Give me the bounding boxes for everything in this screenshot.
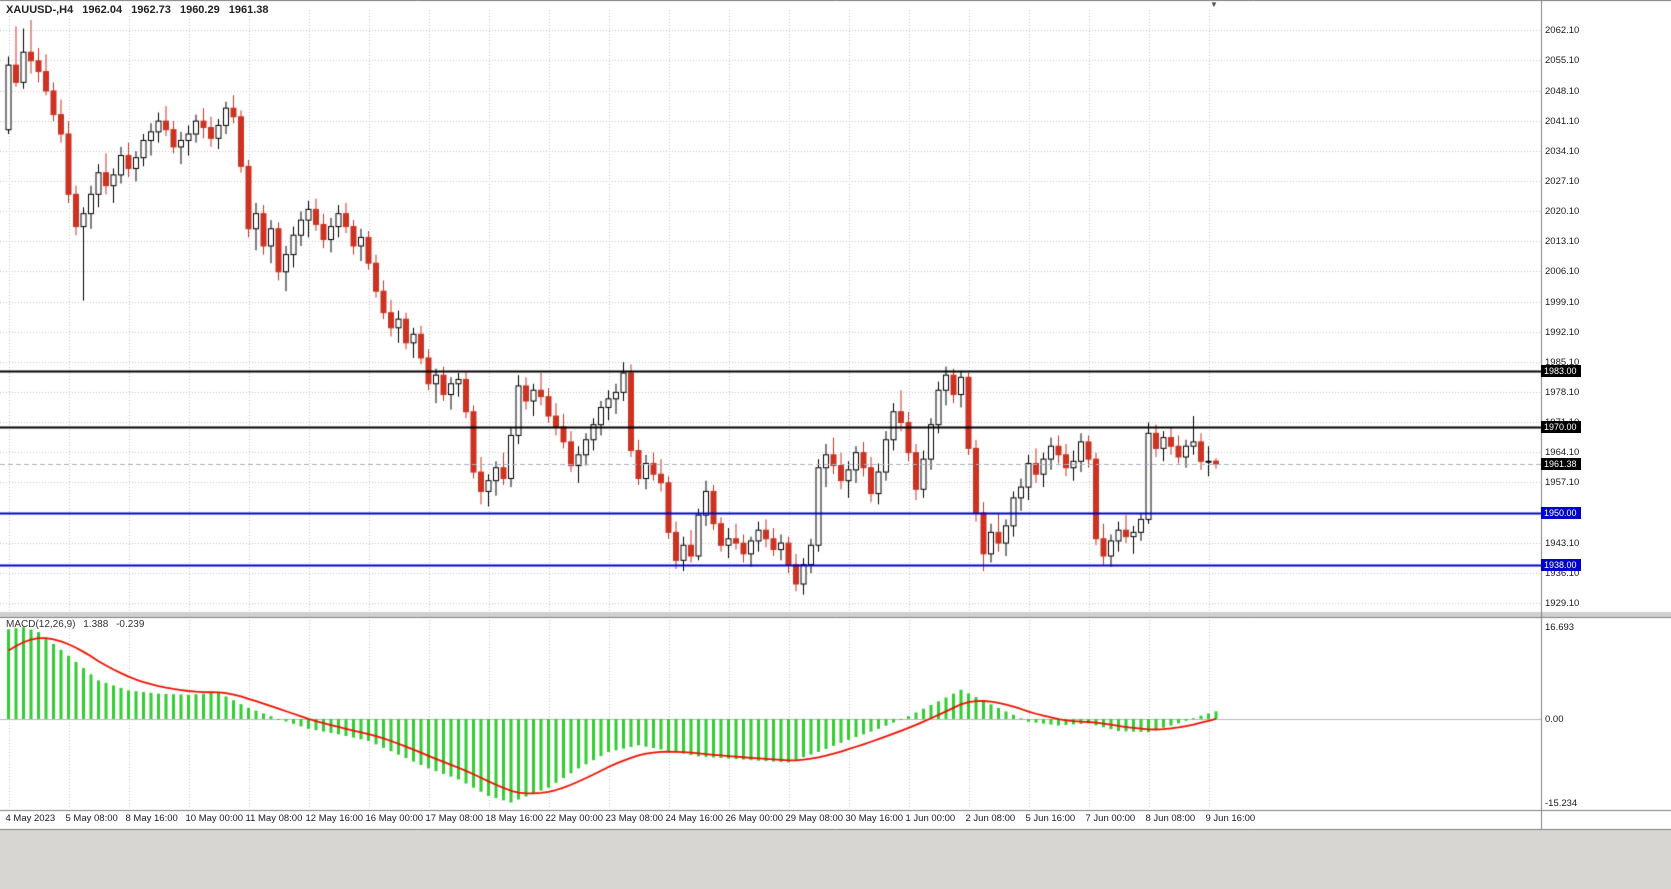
time-axis-label: 2 Jun 08:00 — [965, 813, 1016, 824]
price-tick-label: 1929.10 — [1545, 597, 1580, 609]
ohlc-high-value: 1962.73 — [131, 4, 171, 16]
time-axis-label: 8 May 16:00 — [125, 813, 178, 824]
time-axis-label: 11 May 08:00 — [245, 813, 303, 824]
time-axis-label: 7 Jun 00:00 — [1085, 813, 1136, 824]
support-line-1950-badge: 1950.00 — [1541, 506, 1581, 519]
time-axis-label: 30 May 16:00 — [845, 813, 904, 824]
price-tick-label: 1992.10 — [1545, 326, 1580, 338]
price-tick-label: 1964.10 — [1545, 447, 1580, 459]
price-tick-label: 1936.10 — [1545, 567, 1580, 579]
time-axis-label: 29 May 08:00 — [785, 813, 844, 824]
indicator-name: MACD(12,26,9) — [6, 619, 76, 630]
price-tick-label: 2027.10 — [1545, 175, 1580, 187]
indicator-macd-value: 1.388 — [83, 619, 109, 630]
time-axis-label: 18 May 16:00 — [485, 813, 544, 824]
ohlc-close-value: 1961.38 — [228, 4, 269, 16]
time-axis-label: 10 May 00:00 — [185, 813, 244, 824]
time-axis-label: 12 May 16:00 — [305, 813, 364, 824]
price-tick-label: 1943.10 — [1545, 537, 1580, 549]
time-axis-label: 1 Jun 00:00 — [905, 813, 956, 824]
price-tick-label: 2013.10 — [1545, 236, 1580, 248]
macd-tick-label: 16.693 — [1545, 622, 1575, 634]
price-tick-label: 1999.10 — [1545, 296, 1580, 308]
price-tick-label: 2055.10 — [1545, 55, 1580, 67]
time-axis-label: 4 May 2023 — [5, 813, 56, 824]
ohlc-open-value: 1962.04 — [82, 4, 123, 16]
time-axis-label: 17 May 08:00 — [425, 813, 484, 824]
resistance-line-1970-badge: 1970.00 — [1541, 420, 1581, 433]
symbol-period-label: XAUUSD-,H4 — [6, 4, 74, 16]
time-axis-label: 9 Jun 16:00 — [1205, 813, 1256, 824]
bid-price-line-badge: 1961.38 — [1541, 457, 1581, 470]
price-tick-label: 2034.10 — [1545, 145, 1580, 157]
time-axis-label: 5 May 08:00 — [65, 813, 118, 824]
ohlc-low-value: 1960.29 — [179, 4, 220, 16]
time-axis-label: 26 May 00:00 — [725, 813, 784, 824]
time-axis-label: 16 May 00:00 — [365, 813, 424, 824]
time-axis-label: 22 May 00:00 — [545, 813, 604, 824]
time-axis-label: 23 May 08:00 — [605, 813, 664, 824]
indicator-label: MACD(12,26,9) 1.388 -0.239 — [6, 619, 149, 630]
price-tick-label: 1957.10 — [1545, 477, 1580, 489]
price-tick-label: 2041.10 — [1545, 115, 1580, 127]
time-axis-label: 24 May 16:00 — [665, 813, 724, 824]
indicator-signal-value: -0.239 — [116, 619, 145, 630]
support-line-1938-badge: 1938.00 — [1541, 558, 1581, 571]
resistance-line-1983-badge: 1983.00 — [1541, 364, 1581, 377]
chart-shift-marker-icon: ▼ — [1210, 0, 1218, 9]
time-axis-label: 8 Jun 08:00 — [1145, 813, 1196, 824]
price-tick-label: 2062.10 — [1545, 25, 1580, 37]
price-tick-label: 1985.10 — [1545, 356, 1580, 368]
price-tick-label: 2048.10 — [1545, 85, 1580, 97]
chart-header: XAUUSD-,H4 1962.04 1962.73 1960.29 1961.… — [6, 4, 275, 16]
time-axis-label: 5 Jun 16:00 — [1025, 813, 1076, 824]
price-tick-label: 2006.10 — [1545, 266, 1580, 278]
macd-tick-label: 0.00 — [1545, 713, 1564, 725]
price-tick-label: 2020.10 — [1545, 206, 1580, 218]
price-tick-label: 1978.10 — [1545, 386, 1580, 398]
macd-tick-label: -15.234 — [1545, 797, 1578, 809]
